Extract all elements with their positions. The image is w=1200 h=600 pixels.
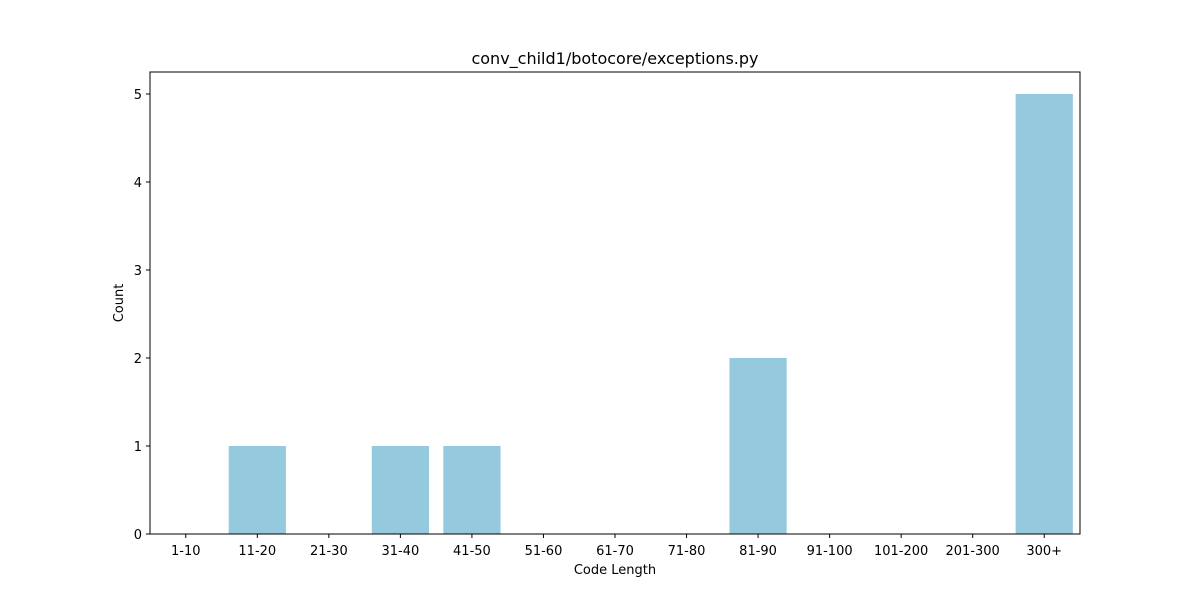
x-tick-label: 1-10 [171, 544, 201, 559]
bar-41-50 [443, 446, 501, 534]
y-axis-label: Count [112, 284, 127, 323]
bars-layer [228, 94, 1073, 534]
x-tick-label: 81-90 [739, 544, 777, 559]
y-tick-label: 1 [134, 440, 142, 455]
y-tick-label: 0 [134, 528, 142, 543]
y-tick-label: 3 [134, 264, 142, 279]
y-tick-label: 2 [134, 352, 142, 367]
bar-300+ [1015, 94, 1073, 534]
y-tick-label: 4 [134, 176, 142, 191]
chart-title: conv_child1/botocore/exceptions.py [471, 49, 758, 69]
x-tick-label: 11-20 [238, 544, 276, 559]
x-tick-label: 300+ [1026, 544, 1062, 559]
x-tick-label: 21-30 [310, 544, 348, 559]
plot-frame [149, 71, 1081, 535]
bar-31-40 [371, 446, 429, 534]
x-tick-label: 51-60 [525, 544, 563, 559]
y-axis: 0 1 2 3 4 5 [134, 88, 150, 543]
x-tick-label: 91-100 [807, 544, 853, 559]
y-tick-label: 5 [134, 88, 142, 103]
x-axis-label: Code Length [574, 563, 656, 578]
x-tick-label: 101-200 [874, 544, 928, 559]
x-tick-label: 61-70 [596, 544, 634, 559]
bar-81-90 [729, 358, 787, 534]
x-tick-label: 41-50 [453, 544, 491, 559]
x-axis: 1-10 11-20 21-30 31-40 41-50 51-60 61-70 71-80 8… [171, 534, 1062, 559]
x-tick-label: 31-40 [381, 544, 419, 559]
x-tick-label: 201-300 [946, 544, 1000, 559]
bar-11-20 [228, 446, 286, 534]
x-tick-label: 71-80 [668, 544, 706, 559]
